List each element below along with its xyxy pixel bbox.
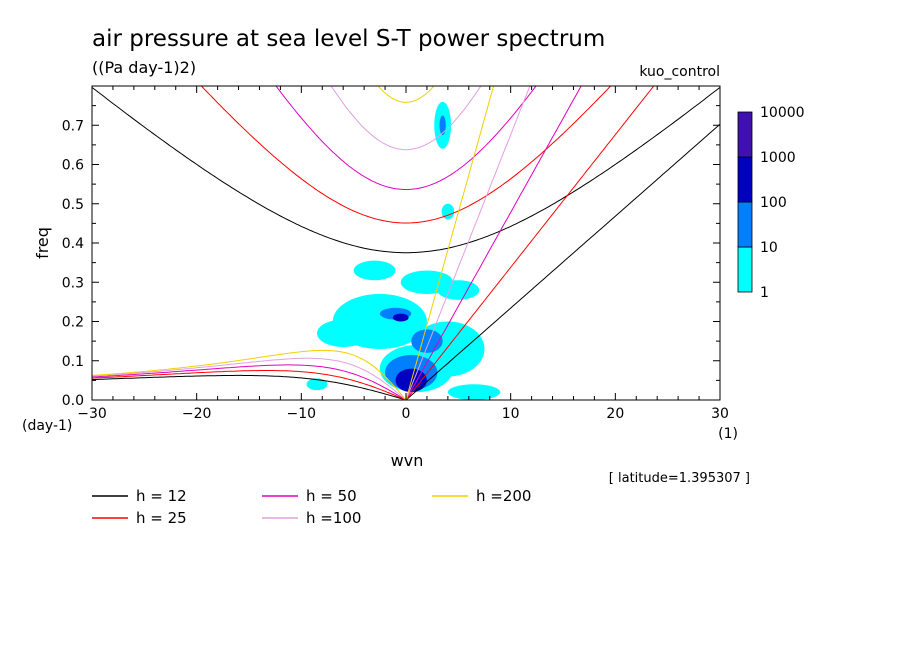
legend-label: h =100: [306, 509, 361, 527]
x-unit-label: (1): [718, 426, 738, 442]
x-tick-labels: −30 −20 −10 0 10 20 30: [77, 406, 729, 422]
colorbar-label: 10000: [760, 105, 805, 121]
kelvin-curve-2: [405, 86, 582, 400]
legend-label: h = 25: [136, 509, 187, 527]
kelvin-curve-1: [405, 86, 655, 400]
gravity-curve-2: [275, 86, 537, 190]
contour-legend: h = 12 h = 25 h = 50 h =100 h =200: [92, 487, 531, 527]
x-tick-label: 0: [402, 406, 411, 422]
gravity-curve-1: [200, 86, 612, 224]
power-blob-10: [306, 378, 328, 391]
power-blob-12: [411, 329, 443, 353]
legend-label: h =200: [476, 487, 531, 505]
chart-subtitle: ((Pa day-1)2): [92, 58, 196, 77]
x-tick-label: 30: [711, 406, 729, 422]
colorbar-swatch: [737, 156, 753, 203]
legend-label: h = 12: [136, 487, 187, 505]
run-label: kuo_control: [639, 64, 720, 80]
y-tick-label: 0.6: [62, 158, 84, 174]
latitude-note: [ latitude=1.395307 ]: [609, 471, 750, 486]
colorbar-label: 100: [760, 195, 787, 211]
kelvin-curve-4: [405, 86, 495, 400]
rossby-curve-1: [92, 370, 407, 400]
y-tick-label: 0.3: [62, 275, 84, 291]
gravity-curve-0: [92, 87, 720, 254]
power-blob-9: [447, 384, 501, 400]
colorbar-swatch: [737, 111, 753, 158]
gravity-curve-4: [377, 86, 435, 103]
colorbar-label: 10: [760, 240, 778, 256]
power-blob-8: [441, 203, 455, 220]
power-blob-16: [392, 313, 409, 322]
x-tick-label: −30: [77, 406, 107, 422]
x-tick-label: 10: [502, 406, 520, 422]
x-tick-label: 20: [606, 406, 624, 422]
rossby-curve-2: [92, 364, 407, 400]
colorbar-label: 1000: [760, 150, 796, 166]
chart-title: air pressure at sea level S-T power spec…: [92, 26, 605, 52]
axis-ticks: [91, 85, 721, 401]
rossby-curve-0: [92, 374, 407, 400]
y-tick-label: 0.4: [62, 236, 84, 252]
kelvin-curve-3: [405, 86, 531, 400]
power-blob-6: [437, 280, 480, 300]
power-field: [306, 101, 501, 400]
x-tick-label: −10: [287, 406, 317, 422]
rossby-curve-4: [92, 349, 407, 400]
x-axis-label: wvn: [391, 451, 424, 470]
colorbar-swatch: [737, 201, 753, 248]
y-axis-label: freq: [33, 227, 52, 259]
colorbar-label: 1: [760, 285, 769, 301]
x-tick-label: −20: [182, 406, 212, 422]
y-tick-label: 0.2: [62, 315, 84, 331]
legend-label: h = 50: [306, 487, 357, 505]
power-blob-5: [353, 260, 396, 281]
rossby-curve-3: [92, 357, 407, 400]
y-tick-label: 0.7: [62, 118, 84, 134]
dispersion-curves: [92, 86, 720, 400]
power-blob-3: [317, 319, 370, 348]
y-tick-label: 0.5: [62, 197, 84, 213]
y-tick-label: 0.0: [62, 393, 84, 409]
colorbar: 1 10 100 1000 10000: [737, 105, 805, 301]
colorbar-swatch: [737, 246, 753, 293]
kelvin-curve-0: [405, 123, 720, 400]
y-tick-label: 0.1: [62, 354, 84, 370]
y-unit-label: (day-1): [22, 418, 72, 434]
gravity-curve-3: [330, 86, 482, 151]
power-blob-14: [439, 115, 446, 136]
y-tick-labels: 0.0 0.1 0.2 0.3 0.4 0.5 0.6 0.7: [62, 118, 84, 409]
